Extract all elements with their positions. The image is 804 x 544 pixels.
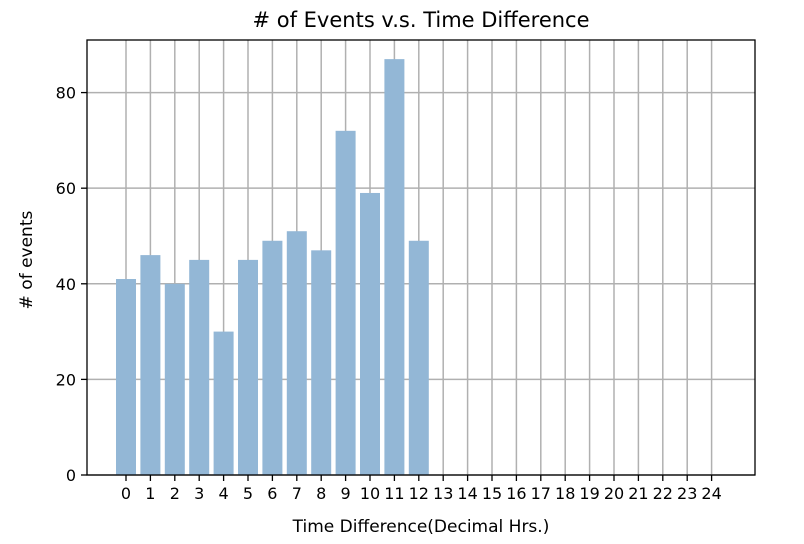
y-tick-label: 80 <box>56 84 76 103</box>
x-tick-label: 23 <box>677 484 697 503</box>
x-tick-label: 12 <box>409 484 429 503</box>
chart-title: # of Events v.s. Time Difference <box>252 8 589 32</box>
x-tick-label: 21 <box>628 484 648 503</box>
x-tick-label: 6 <box>267 484 277 503</box>
bar-1 <box>140 255 161 475</box>
y-axis-label: # of events <box>17 211 37 310</box>
x-tick-label: 17 <box>531 484 551 503</box>
y-axis-ticks: 0 20 40 60 80 <box>56 84 87 485</box>
x-axis-ticks: 0 1 2 3 4 5 6 7 8 9 10 11 12 13 14 15 16 17 18 19 20 21 22 23 24 <box>121 475 722 503</box>
bar-2 <box>164 283 185 475</box>
x-tick-label: 11 <box>384 484 404 503</box>
bar-9 <box>335 130 356 476</box>
x-tick-label: 22 <box>653 484 673 503</box>
x-tick-label: 5 <box>243 484 253 503</box>
plot-frame <box>86 39 756 476</box>
x-tick-label: 7 <box>292 484 302 503</box>
y-tick-label: 0 <box>66 466 76 485</box>
x-tick-label: 18 <box>555 484 575 503</box>
x-tick-label: 13 <box>433 484 453 503</box>
x-tick-label: 3 <box>194 484 204 503</box>
x-tick-label: 2 <box>170 484 180 503</box>
x-tick-label: 16 <box>506 484 526 503</box>
bar-12 <box>408 240 429 475</box>
x-tick-label: 0 <box>121 484 131 503</box>
x-tick-label: 8 <box>316 484 326 503</box>
bar-3 <box>189 259 210 475</box>
bar-4 <box>213 331 234 475</box>
bar-7 <box>286 231 307 475</box>
y-tick-label: 20 <box>56 370 76 389</box>
x-tick-label: 1 <box>145 484 155 503</box>
bar-10 <box>360 192 380 475</box>
bar-6 <box>262 240 283 475</box>
x-tick-label: 24 <box>701 484 721 503</box>
bar-0 <box>116 279 136 475</box>
x-tick-label: 10 <box>360 484 380 503</box>
y-tick-label: 60 <box>56 179 76 198</box>
x-tick-label: 9 <box>341 484 351 503</box>
bar-8 <box>311 250 332 475</box>
x-tick-label: 20 <box>604 484 624 503</box>
bar-11 <box>384 59 405 475</box>
x-axis-label: Time Difference(Decimal Hrs.) <box>292 517 550 537</box>
bar-5 <box>238 259 258 475</box>
x-tick-label: 19 <box>579 484 599 503</box>
x-tick-label: 14 <box>457 484 477 503</box>
y-tick-label: 40 <box>56 275 76 294</box>
x-tick-label: 4 <box>219 484 229 503</box>
x-tick-label: 15 <box>482 484 502 503</box>
bars <box>116 59 429 476</box>
